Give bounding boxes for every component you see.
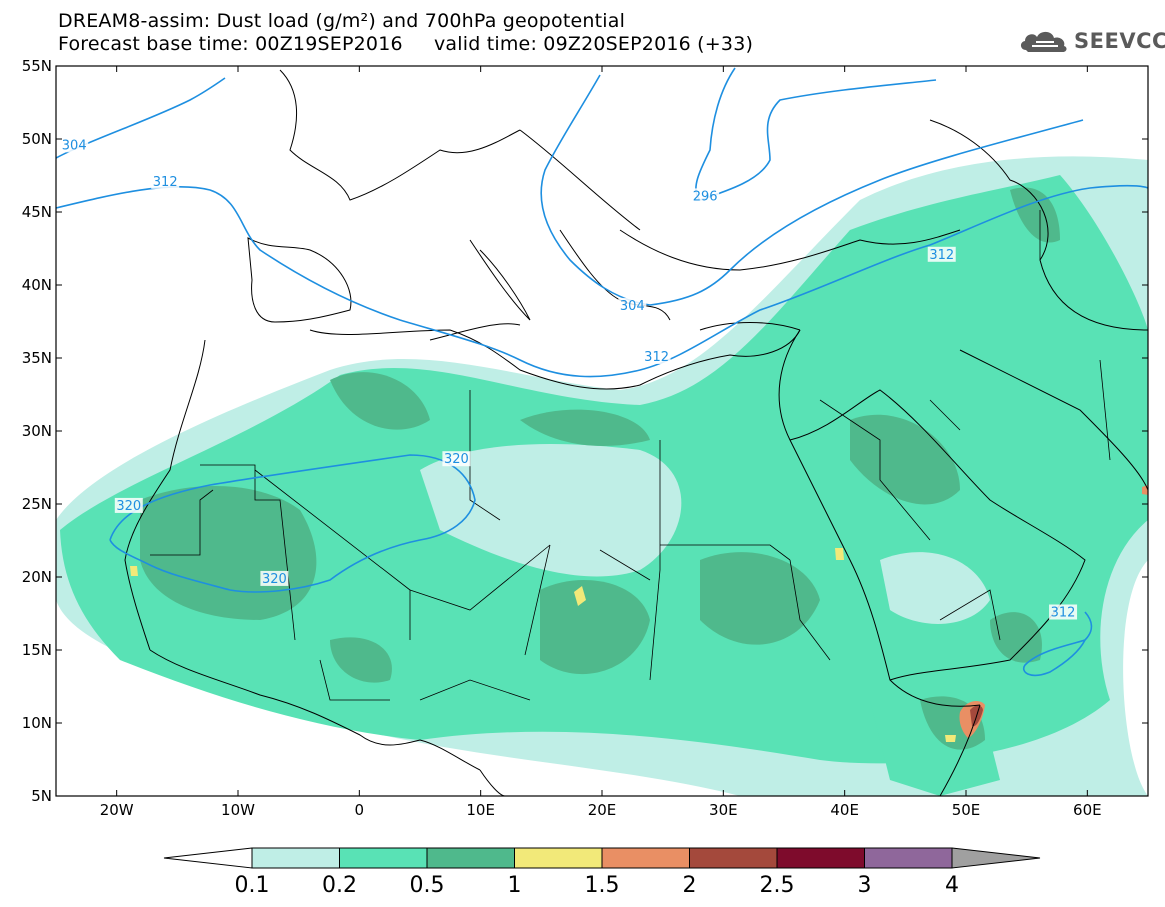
country-borders (150, 210, 1111, 701)
colorbar-level-label: 3 (858, 873, 872, 898)
contour-label: 312 (929, 248, 954, 263)
contour-320-north (109, 454, 476, 593)
dust-shading-0-5 (140, 187, 1060, 750)
longitude-axis: 20W 10W 0 10E 20E 30E 40E 50E 60E (100, 66, 1102, 819)
contour-label-bg (1049, 604, 1078, 620)
map-subtitle: Forecast base time: 00Z19SEP2016 valid t… (58, 33, 754, 55)
contour-label-bg (618, 297, 647, 313)
contour-label: 304 (620, 299, 645, 314)
lat-tick-label: 40N (22, 276, 52, 294)
lat-tick-label: 5N (31, 787, 52, 805)
contour-312-east (1023, 611, 1093, 677)
contour-labels: 304 312 296 312 304 312 320 320 320 312 (60, 137, 1078, 621)
lon-tick-label: 0 (355, 801, 365, 819)
colorbar-swatch (426, 847, 515, 869)
lat-tick-label: 30N (22, 422, 52, 440)
contour-label: 312 (644, 350, 669, 365)
colorbar-swatch (251, 847, 340, 869)
colorbar-swatch (776, 847, 865, 869)
lon-tick-label: 60E (1073, 801, 1102, 819)
contour-304-east (540, 74, 1084, 306)
colorbar-under-triangle (163, 847, 253, 869)
contour-label-bg (442, 451, 471, 467)
contour-label: 320 (116, 499, 141, 514)
lon-tick-label: 20W (100, 801, 134, 819)
contour-label-bg (114, 497, 143, 513)
lat-tick-label: 35N (22, 349, 52, 367)
colorbar-level-label: 4 (945, 873, 959, 898)
colorbar-swatch (601, 847, 690, 869)
lon-tick-label: 50E (952, 801, 981, 819)
geopotential-contours (56, 67, 1148, 677)
colorbar-swatch (864, 847, 953, 869)
contour-label: 320 (262, 572, 287, 587)
contour-label: 312 (1051, 606, 1076, 621)
dust-shading-gaps (420, 444, 990, 624)
colorbar: 0.1 0.2 0.5 1 1.5 2 2.5 3 4 (163, 847, 1041, 898)
lat-tick-label: 15N (22, 641, 52, 659)
cloud-icon (1020, 31, 1067, 52)
contour-label-bg (151, 173, 180, 189)
colorbar-swatch (689, 847, 778, 869)
contour-label: 296 (693, 189, 718, 204)
colorbar-level-label: 1.5 (585, 873, 620, 898)
lon-tick-label: 10W (221, 801, 255, 819)
lon-tick-label: 20E (588, 801, 617, 819)
seevccc-logo: SEEVCCC (1018, 26, 1165, 56)
lat-tick-label: 20N (22, 568, 52, 586)
lat-tick-label: 55N (22, 57, 52, 75)
lat-tick-label: 45N (22, 203, 52, 221)
colorbar-level-label: 2 (683, 873, 697, 898)
contour-label-bg (642, 349, 671, 364)
colorbar-level-label: 0.1 (235, 873, 270, 898)
contour-296 (695, 67, 937, 201)
map-title: DREAM8-assim: Dust load (g/m²) and 700hP… (58, 10, 626, 32)
colorbar-swatch (339, 847, 428, 869)
lat-tick-label: 50N (22, 130, 52, 148)
contour-label: 320 (444, 452, 469, 467)
colorbar-level-label: 1 (508, 873, 522, 898)
contour-label-bg (691, 188, 720, 204)
contour-312-west (56, 184, 1148, 378)
contour-label: 312 (153, 175, 178, 190)
lon-tick-label: 10E (466, 801, 495, 819)
colorbar-over-triangle (951, 847, 1041, 869)
contour-label-bg (927, 246, 956, 262)
latitude-axis: 55N 50N 45N 40N 35N 30N 25N 20N 15N 10N 5N (22, 57, 1148, 805)
lat-tick-label: 25N (22, 495, 52, 513)
contour-label-bg (260, 570, 289, 586)
contour-label: 304 (62, 138, 87, 153)
lat-tick-label: 10N (22, 714, 52, 732)
colorbar-swatch (514, 847, 603, 869)
colorbar-level-label: 2.5 (760, 873, 795, 898)
lon-tick-label: 40E (830, 801, 859, 819)
colorbar-level-label: 0.5 (410, 873, 445, 898)
contour-label-bg (60, 137, 89, 153)
lon-tick-label: 30E (709, 801, 738, 819)
logo-text: SEEVCCC (1074, 29, 1165, 53)
colorbar-level-label: 0.2 (322, 873, 357, 898)
